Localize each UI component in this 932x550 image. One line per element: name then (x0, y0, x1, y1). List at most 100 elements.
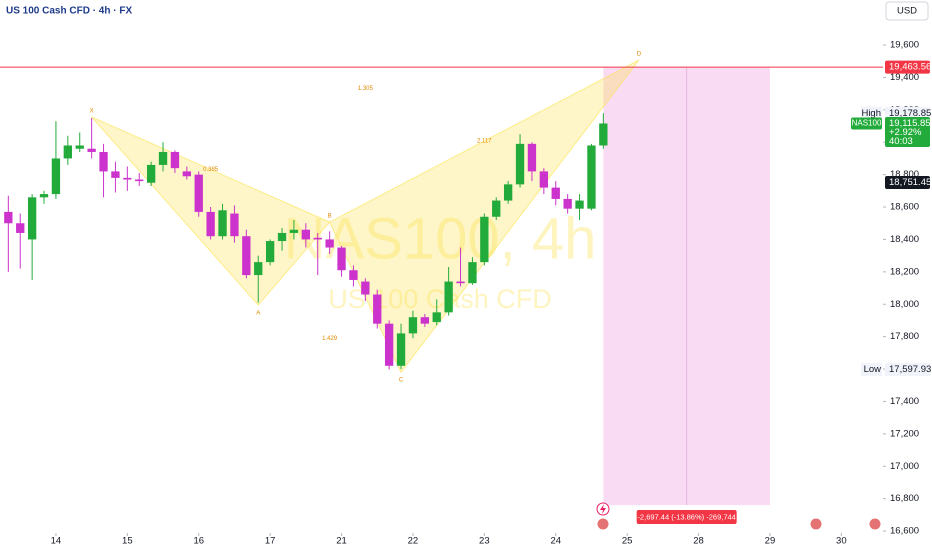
last-price: 19,115.85 (889, 118, 931, 129)
y-tick-label: 18,200 (890, 266, 919, 277)
candle-body (599, 123, 608, 146)
chart-title: US 100 Cash CFD · 4h · FX (6, 6, 132, 17)
candle-body (349, 270, 358, 280)
x-tick-label: 16 (193, 536, 204, 547)
pattern-point-label: C (399, 378, 404, 384)
price-label-box (885, 362, 930, 376)
y-tick-label: 18,000 (890, 299, 919, 310)
x-tick-label: 22 (408, 536, 419, 547)
y-tick-label: 18,800 (890, 169, 919, 180)
candle-body (373, 294, 382, 324)
x-tick-label: 21 (336, 536, 347, 547)
pattern-point-label: X (90, 109, 94, 115)
symbol: NAS100 (852, 119, 882, 128)
candle-body (123, 177, 132, 180)
x-tick-label: 30 (836, 536, 847, 547)
x-tick-label: 24 (550, 536, 561, 547)
price-label-name: High (861, 108, 881, 119)
watermark-symbol: NAS100, 4h (284, 206, 597, 271)
x-tick-label: 28 (693, 536, 704, 547)
y-tick-label: 18,400 (890, 234, 919, 245)
price-tag: 18,751.45 (889, 177, 931, 188)
candle-body (16, 223, 25, 233)
currency-button[interactable] (885, 1, 929, 21)
candle-body (277, 232, 287, 242)
currency[interactable]: USD (897, 6, 917, 17)
pattern-point-label: B (328, 214, 332, 220)
x-tick-label: 17 (265, 536, 276, 547)
y-tick-label: 18,600 (890, 202, 919, 213)
candle-body (444, 281, 453, 313)
price-tag-box (885, 176, 930, 190)
axis-layer: 16,60016,80017,00017,20017,40017,60017,8… (51, 22, 932, 550)
y-tick-label: 19,400 (890, 72, 919, 83)
y-tick-label: 17,400 (890, 396, 919, 407)
pattern-ratio: 1.305 (358, 86, 374, 92)
y-tick-label: 17,200 (890, 428, 919, 439)
candle-body (146, 164, 156, 183)
candle-body (87, 148, 96, 152)
candle-body (325, 239, 334, 248)
candle-body (170, 151, 180, 169)
projection-label: -2,697.44 (-13.86%) -269,744 (637, 512, 735, 521)
last-countdown: 40:03 (889, 136, 913, 147)
flag-icon[interactable] (596, 517, 610, 531)
pattern-ratio: 1.429 (322, 336, 338, 342)
candle-body (361, 281, 370, 295)
candle-body (135, 179, 144, 182)
candle-body (230, 213, 239, 237)
candle-body (527, 143, 537, 172)
x-tick-label: 15 (122, 536, 133, 547)
candle-body (75, 145, 84, 149)
candle-body (551, 187, 560, 199)
last-price-box (885, 116, 930, 147)
x-tick-label: 29 (765, 536, 776, 547)
y-tick-label: 17,800 (890, 331, 919, 342)
candle-body (503, 184, 513, 201)
x-tick-label: 25 (622, 536, 633, 547)
price-label-name: Low (864, 364, 882, 375)
candle-body (468, 262, 477, 284)
y-tick-label: 19,600 (890, 40, 919, 51)
candle-body (396, 333, 406, 366)
candle-body (218, 210, 227, 237)
symbol-box (851, 117, 882, 130)
candle-body (27, 197, 37, 240)
candle-body (480, 216, 489, 263)
plot-layer: X A B C D 0.385 1.305 1.429 2.117 (0, 52, 883, 384)
candle-body (408, 317, 418, 334)
candle-body (206, 211, 215, 237)
candle-body (51, 158, 61, 195)
x-tick-label: 14 (51, 536, 62, 547)
candle-body (242, 236, 251, 276)
flag-icon[interactable] (868, 517, 882, 531)
price-label-name-box (861, 362, 882, 376)
candle-body (63, 145, 72, 159)
lightning-icon (600, 504, 606, 514)
y-tick-label: 16,800 (890, 493, 919, 504)
candle-body (289, 229, 299, 233)
candle-body (384, 323, 394, 366)
candle-body (539, 171, 549, 188)
candle-body (265, 241, 275, 263)
candle-body (158, 151, 168, 165)
candle-body (492, 200, 501, 217)
candle-body (432, 312, 441, 323)
candle-body (194, 174, 203, 212)
price-label-value: 17,597.93 (889, 364, 931, 375)
pattern-ratio: 0.385 (203, 167, 219, 173)
pattern-point-label: D (637, 52, 642, 58)
price-label-name-box (861, 106, 882, 120)
candle-body (39, 194, 49, 198)
candle-body (420, 317, 430, 324)
candle-body (563, 198, 572, 209)
last-change: +2.92% (889, 127, 922, 138)
hline-tag: 19,463.56 (889, 62, 931, 73)
y-tick-label: 16,600 (890, 526, 919, 537)
candle-body (456, 281, 465, 284)
candle-body (587, 145, 596, 209)
candle-body (182, 171, 191, 177)
flag-icon[interactable] (809, 517, 823, 531)
